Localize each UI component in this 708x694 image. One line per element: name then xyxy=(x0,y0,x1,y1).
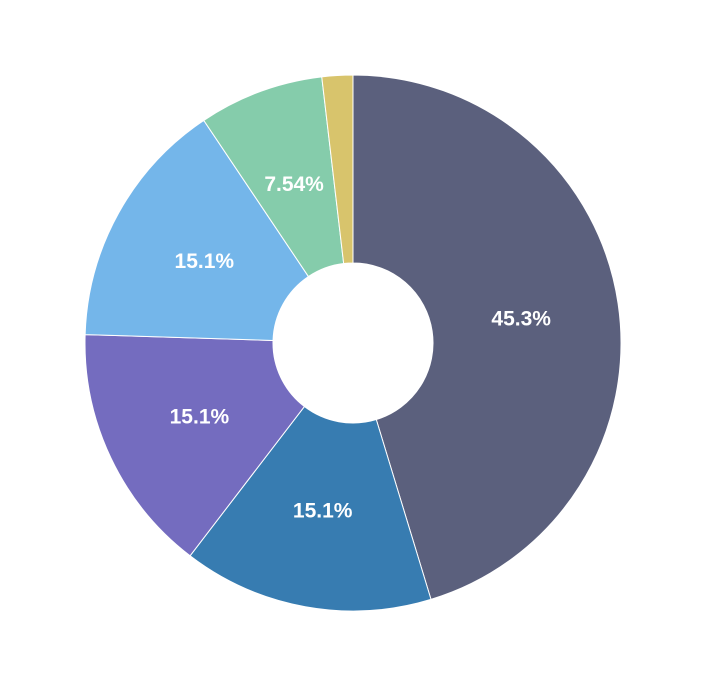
pie-slice-4 xyxy=(84,119,309,341)
pie-slice-3 xyxy=(84,334,305,557)
pie-slice-2 xyxy=(189,406,432,612)
pie-slice-1 xyxy=(352,74,622,600)
pie-slice-6 xyxy=(321,74,354,265)
